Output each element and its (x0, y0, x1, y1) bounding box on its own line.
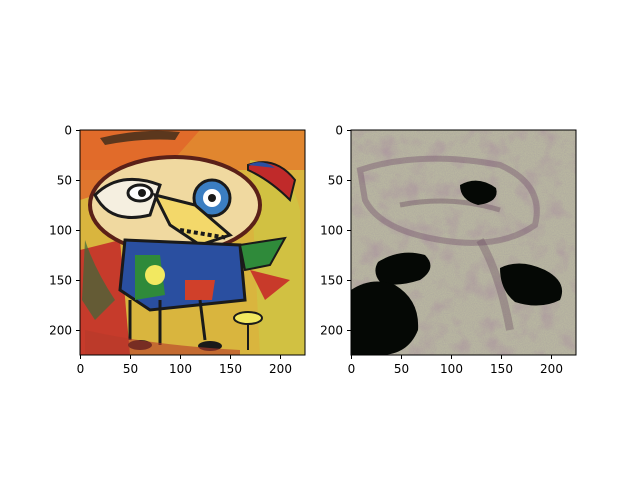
right-x-tick-label: 50 (394, 362, 409, 376)
right-y-tick-label: 50 (328, 174, 343, 188)
right-x-tick-label: 200 (540, 362, 563, 376)
left-x-tick-label: 0 (77, 362, 85, 376)
right-y-tick-label: 200 (320, 324, 343, 338)
left-x-tick-label: 50 (123, 362, 138, 376)
left-y-tick-label: 50 (57, 174, 72, 188)
left-x-tick-label: 200 (269, 362, 292, 376)
right-x-axis: 0 50 100 150 200 (348, 355, 563, 376)
painting-image (80, 130, 305, 355)
left-y-tick-label: 100 (49, 224, 72, 238)
right-x-tick-label: 0 (348, 362, 356, 376)
left-x-tick-label: 100 (169, 362, 192, 376)
right-y-tick-label: 0 (335, 124, 343, 138)
right-y-tick-label: 150 (320, 274, 343, 288)
left-y-axis: 0 50 100 150 200 (49, 124, 80, 338)
right-x-tick-label: 150 (490, 362, 513, 376)
left-axes-frame (79, 129, 306, 356)
right-y-axis: 0 50 100 150 200 (320, 124, 351, 338)
left-y-tick-label: 150 (49, 274, 72, 288)
left-x-tick-label: 150 (219, 362, 242, 376)
left-x-axis: 0 50 100 150 200 (77, 355, 292, 376)
right-x-tick-label: 100 (440, 362, 463, 376)
feature-map-image (351, 130, 576, 355)
right-axes-frame (350, 129, 577, 356)
right-y-tick-label: 100 (320, 224, 343, 238)
left-y-tick-label: 200 (49, 324, 72, 338)
left-y-tick-label: 0 (64, 124, 72, 138)
